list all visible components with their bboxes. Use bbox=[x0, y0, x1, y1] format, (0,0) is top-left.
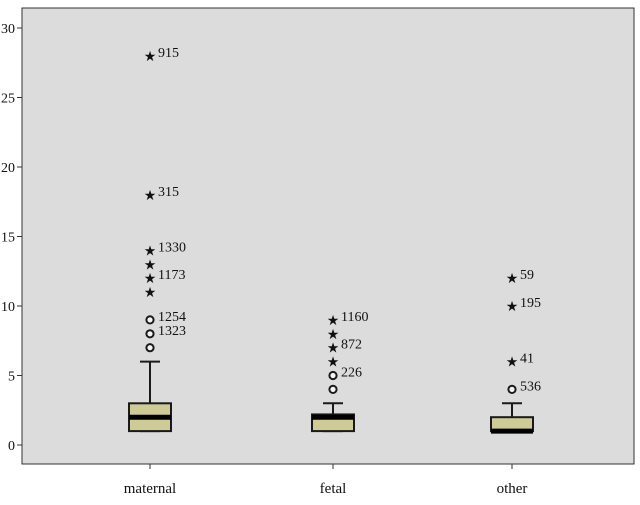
outlier-label: 536 bbox=[520, 379, 541, 394]
y-tick-label: 0 bbox=[8, 439, 15, 454]
outlier-label: 315 bbox=[158, 185, 179, 200]
outlier-label: 1330 bbox=[158, 240, 186, 255]
plot-area bbox=[21, 7, 635, 465]
y-tick-label: 15 bbox=[1, 231, 15, 246]
outlier-label: 872 bbox=[341, 338, 362, 353]
outlier-circle bbox=[507, 384, 517, 394]
outlier-star: ★ bbox=[144, 272, 157, 287]
outlier-label: 41 bbox=[520, 352, 534, 367]
outlier-label: 195 bbox=[520, 296, 541, 311]
outlier-label: 1323 bbox=[158, 324, 186, 339]
outlier-star: ★ bbox=[506, 272, 519, 287]
y-tick-label: 30 bbox=[1, 22, 15, 37]
outlier-label: 1173 bbox=[158, 268, 185, 283]
outlier-circle bbox=[145, 315, 155, 325]
y-tick-label: 25 bbox=[1, 92, 15, 107]
y-tick-label: 20 bbox=[1, 161, 15, 176]
outlier-star: ★ bbox=[506, 300, 519, 315]
outlier-label: 1160 bbox=[341, 310, 368, 325]
outlier-star: ★ bbox=[144, 50, 157, 65]
box-other: 536★ 41★ 195★ 59 bbox=[490, 268, 541, 434]
outlier-label: 226 bbox=[341, 366, 362, 381]
outlier-circle bbox=[145, 343, 155, 353]
outlier-star: ★ bbox=[327, 328, 340, 343]
outlier-star: ★ bbox=[327, 342, 340, 357]
y-tick-label: 10 bbox=[1, 300, 15, 315]
outlier-label: 1254 bbox=[158, 310, 186, 325]
outlier-star: ★ bbox=[144, 286, 157, 301]
y-axis: 0 5 10 15 20 25 30 bbox=[1, 22, 22, 454]
outlier-circle bbox=[328, 384, 338, 394]
outlier-circle bbox=[145, 329, 155, 339]
x-tick-label: maternal bbox=[124, 481, 176, 497]
outlier-circle bbox=[328, 370, 338, 381]
x-axis: maternal fetal other bbox=[124, 464, 528, 497]
outlier-star: ★ bbox=[144, 244, 157, 259]
x-tick-label: fetal bbox=[320, 481, 347, 497]
box-fetal: 226★★ 872★★ 1160 bbox=[311, 310, 368, 433]
outlier-star: ★ bbox=[144, 258, 157, 273]
x-tick-label: other bbox=[497, 481, 528, 497]
outlier-star: ★ bbox=[506, 356, 519, 371]
outlier-label: 915 bbox=[158, 46, 179, 61]
outlier-star: ★ bbox=[327, 356, 340, 371]
outlier-star: ★ bbox=[144, 189, 157, 204]
outlier-star: ★ bbox=[327, 314, 340, 329]
y-tick-label: 5 bbox=[8, 370, 15, 385]
outlier-label: 59 bbox=[520, 268, 534, 283]
